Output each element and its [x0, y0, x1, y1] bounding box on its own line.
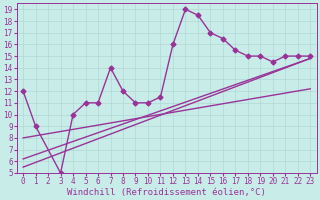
X-axis label: Windchill (Refroidissement éolien,°C): Windchill (Refroidissement éolien,°C) [67, 188, 266, 197]
